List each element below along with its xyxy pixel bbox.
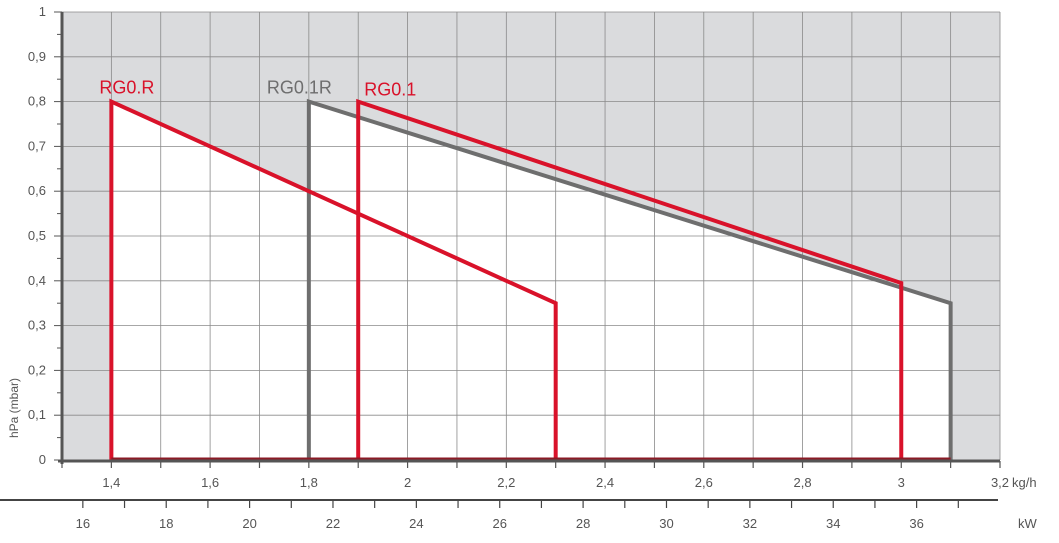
series-line-rg0-1r — [306, 98, 953, 460]
x-tick-label: 3 — [898, 475, 905, 490]
series-line-rg0-1 — [356, 98, 904, 460]
secondary-x-tick-label: 24 — [409, 516, 423, 531]
series-label-rg0-r: RG0.R — [99, 78, 154, 98]
secondary-x-tick-label: 36 — [909, 516, 923, 531]
x-tick-label: 3,2 — [991, 475, 1009, 490]
series-label-rg0-1r: RG0.1R — [267, 78, 332, 98]
y-tick-label: 0,4 — [28, 273, 46, 288]
x-tick-label: 2,4 — [596, 475, 614, 490]
secondary-x-tick-label: 18 — [159, 516, 173, 531]
secondary-x-axis-unit: kW — [1018, 516, 1038, 531]
y-axis-title: hPa (mbar) — [7, 378, 21, 438]
y-tick-label: 0,6 — [28, 183, 46, 198]
secondary-x-tick-label: 26 — [492, 516, 506, 531]
secondary-x-tick-label: 16 — [76, 516, 90, 531]
y-tick-label: 0,5 — [28, 228, 46, 243]
y-tick-label: 0 — [39, 452, 46, 467]
x-tick-label: 1,8 — [300, 475, 318, 490]
secondary-x-tick-label: 28 — [576, 516, 590, 531]
y-tick-label: 0,7 — [28, 138, 46, 153]
series-group — [109, 98, 953, 461]
secondary-x-tick-label: 20 — [242, 516, 256, 531]
x-tick-label: 2,8 — [793, 475, 811, 490]
y-tick-label: 1 — [39, 4, 46, 19]
secondary-x-tick-label: 34 — [826, 516, 840, 531]
series-label-rg0-1: RG0.1 — [364, 80, 416, 100]
x-tick-label: 2 — [404, 475, 411, 490]
labels: 00,10,20,30,40,50,60,70,80,911,4 1,6 1,8 2 2… — [28, 4, 1009, 531]
series-line-rg0-r — [109, 98, 558, 460]
x-tick-label: 1,4 — [102, 475, 120, 490]
axes — [0, 11, 1001, 508]
y-tick-label: 0,2 — [28, 362, 46, 377]
x-tick-label: 2,2 — [497, 475, 515, 490]
y-tick-label: 0,8 — [28, 94, 46, 109]
secondary-x-tick-label: 30 — [659, 516, 673, 531]
y-tick-label: 0,9 — [28, 49, 46, 64]
y-tick-label: 0,1 — [28, 407, 46, 422]
x-axis-unit: kg/h — [1012, 475, 1037, 490]
x-tick-label: 1,6 — [201, 475, 219, 490]
x-tick-label: 2,6 — [695, 475, 713, 490]
secondary-x-tick-label: 22 — [326, 516, 340, 531]
secondary-x-tick-label: 32 — [743, 516, 757, 531]
y-tick-label: 0,3 — [28, 318, 46, 333]
